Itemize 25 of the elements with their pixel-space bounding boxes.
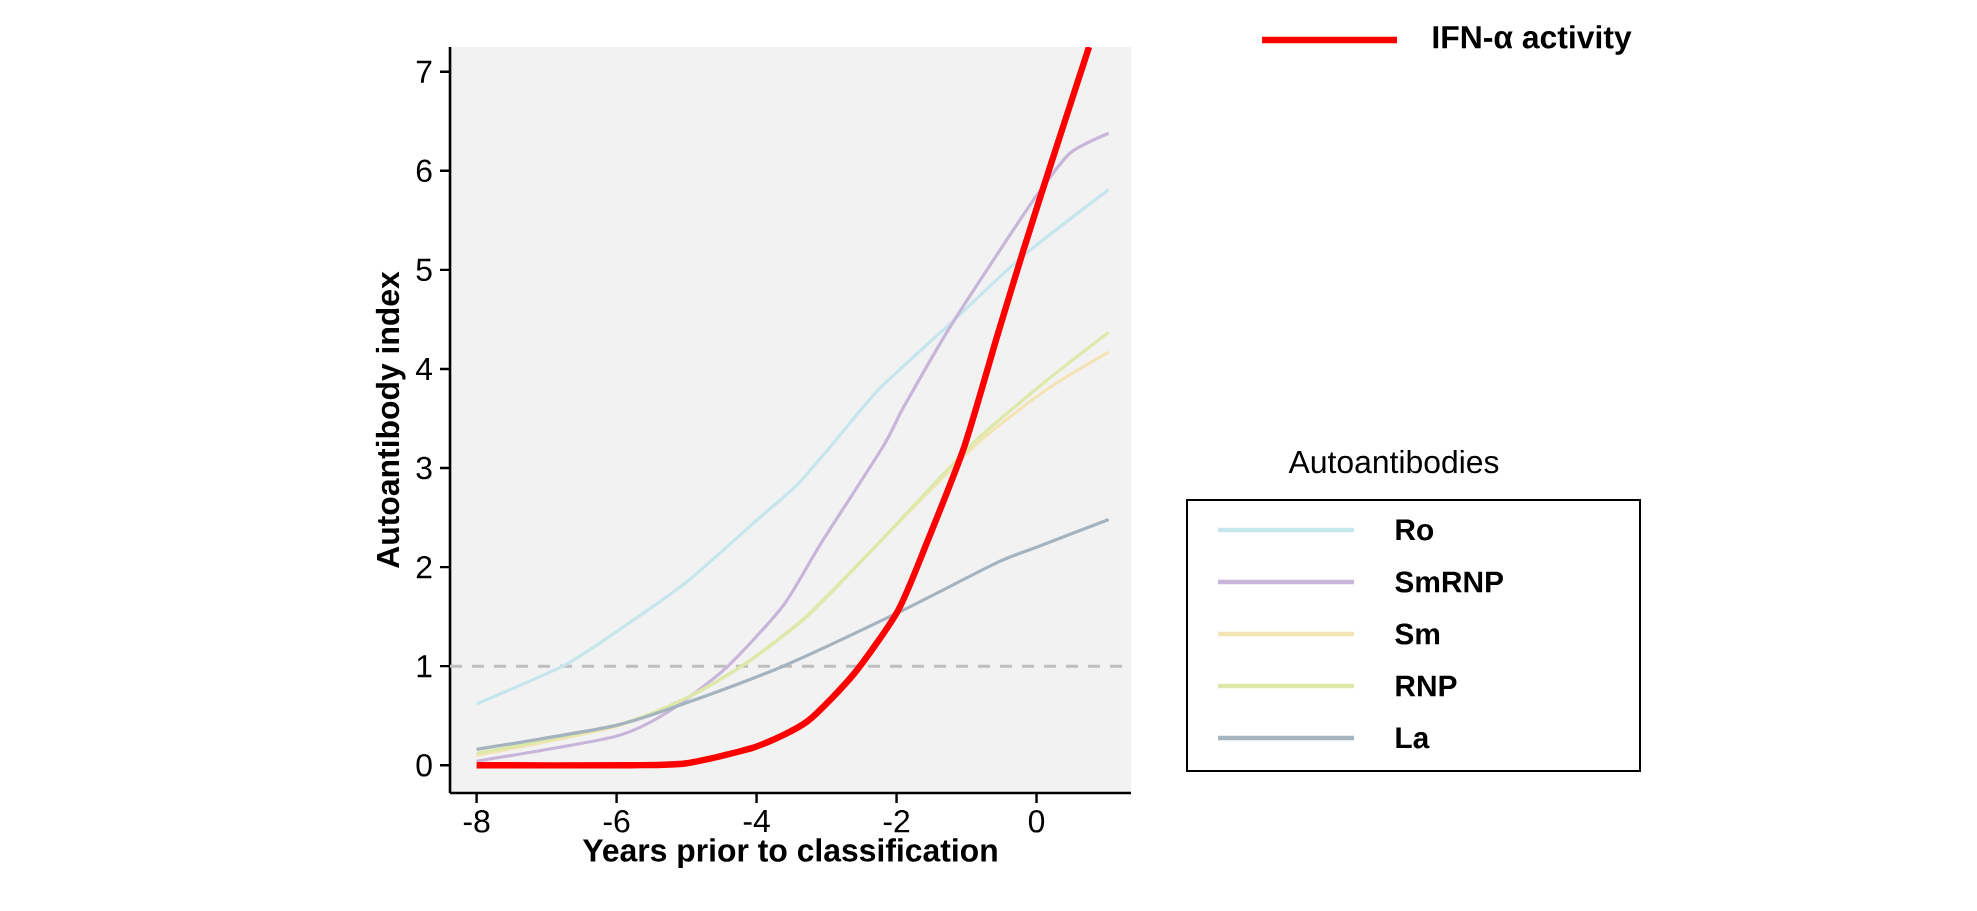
y-tick-label: 4 (415, 357, 433, 380)
x-tick-label: 0 (1028, 810, 1045, 833)
y-tick-label: 5 (416, 258, 432, 282)
x-axis-title: Years prior to classification (582, 838, 997, 868)
y-tick-label: 7 (416, 60, 432, 83)
y-tick-label: 1 (417, 655, 432, 678)
y-axis-title: Autoantibody index (375, 271, 406, 568)
legend-label: SmRNP (1395, 571, 1503, 593)
line-series (475, 517, 1111, 751)
y-tick-label: 2 (416, 555, 432, 579)
x-tick-label: -8 (463, 810, 490, 833)
legend-label: RNP (1396, 675, 1457, 697)
legend-label: Sm (1395, 623, 1440, 645)
x-tick-label: -4 (743, 810, 770, 832)
y-tick-label: 0 (416, 753, 432, 777)
y-tick-label: 6 (416, 159, 432, 183)
x-tick-label: -2 (883, 810, 910, 833)
line-series (475, 188, 1111, 706)
legend-label: IFN-α activity (1433, 25, 1632, 55)
legend-label: Ro (1396, 519, 1434, 541)
legend-label: La (1396, 727, 1430, 749)
y-tick-label: 3 (416, 456, 432, 480)
x-tick-label: -6 (603, 810, 630, 833)
line-series (475, 131, 1111, 763)
legend-title: Autoantibodies (1288, 449, 1499, 474)
